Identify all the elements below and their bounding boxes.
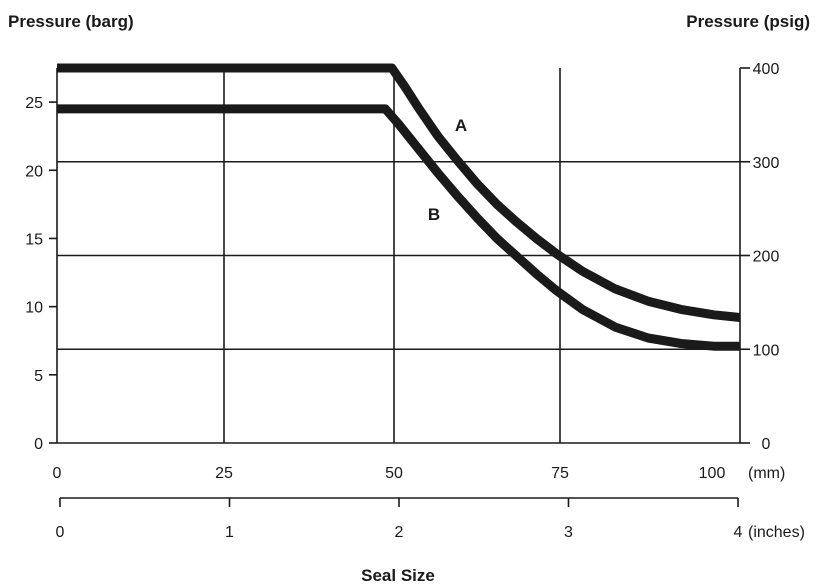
- mm-tick-label: 25: [215, 465, 233, 482]
- series-a-line: [57, 63, 741, 322]
- right-axis-title: Pressure (psig): [686, 12, 810, 31]
- left-tick-label: 0: [34, 436, 43, 453]
- mm-tick-label: 100: [699, 465, 726, 482]
- inches-units-label: (inches): [748, 524, 805, 541]
- inches-tick-label: 2: [395, 524, 404, 541]
- right-tick-label: 0: [762, 436, 771, 453]
- mm-units-label: (mm): [748, 465, 785, 482]
- x-axis-title: Seal Size: [361, 566, 435, 585]
- right-tick-label: 300: [753, 155, 780, 172]
- left-tick-label: 15: [25, 231, 43, 248]
- series-lines: [57, 63, 741, 351]
- tick-labels: 0 5 10 15 20 25 0 100 200 300 400 0 25 50 75 100 0 1 2 3 4 A B: [25, 61, 779, 541]
- left-axis-title: Pressure (barg): [8, 12, 134, 31]
- mm-tick-label: 75: [551, 465, 569, 482]
- left-tick-label: 25: [25, 95, 43, 112]
- inches-tick-label: 1: [225, 524, 234, 541]
- mm-tick-label: 0: [53, 465, 62, 482]
- left-tick-label: 20: [25, 163, 43, 180]
- right-tick-label: 100: [753, 342, 780, 359]
- inches-tick-label: 3: [564, 524, 573, 541]
- left-tick-label: 5: [34, 368, 43, 385]
- left-tick-label: 10: [25, 300, 43, 317]
- right-tick-label: 200: [753, 249, 780, 266]
- mm-tick-label: 50: [385, 465, 403, 482]
- series-a-label: A: [455, 116, 467, 135]
- series-b-line: [57, 104, 740, 351]
- series-b-label: B: [428, 205, 440, 224]
- axes: [49, 67, 750, 507]
- inches-tick-label: 4: [734, 524, 743, 541]
- inches-tick-label: 0: [56, 524, 65, 541]
- right-tick-label: 400: [753, 61, 780, 78]
